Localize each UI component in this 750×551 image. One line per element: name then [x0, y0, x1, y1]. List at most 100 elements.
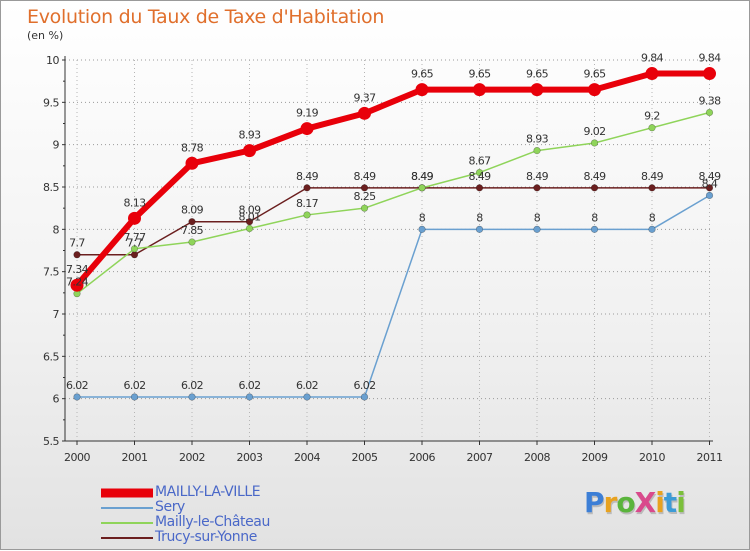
data-point: [130, 245, 139, 253]
y-tick-label: 5.5: [43, 435, 59, 448]
data-point: [188, 393, 196, 401]
x-tick-label: 2010: [639, 451, 665, 464]
y-tick-label: 6: [53, 393, 60, 406]
series-line-3: [77, 187, 710, 256]
data-label: 8.49: [641, 170, 664, 183]
data-label: 7.34: [66, 263, 89, 276]
chart-title: Evolution du Taux de Taxe d'Habitation: [27, 6, 385, 28]
data-point: [303, 393, 311, 401]
data-label: 8.49: [698, 170, 721, 183]
data-label: 8.78: [181, 141, 204, 154]
y-tick-label: 9.5: [43, 96, 59, 109]
data-point: [303, 184, 311, 192]
data-point: [415, 83, 429, 97]
data-point: [590, 225, 599, 233]
data-label: 8.4: [702, 177, 718, 190]
data-point: [648, 124, 656, 132]
data-label: 8.93: [238, 129, 261, 142]
data-label: 8: [476, 211, 483, 224]
data-point: [590, 139, 599, 147]
data-label: 7.7: [127, 237, 143, 250]
legend-swatch: [101, 506, 153, 509]
data-point: [73, 393, 81, 401]
legend-swatch: [101, 521, 153, 524]
y-tick-label: 10: [46, 54, 59, 67]
data-label: 9.65: [411, 68, 434, 81]
data-label: 9.84: [641, 52, 664, 65]
data-point: [185, 156, 199, 170]
data-label: 9.37: [353, 91, 376, 104]
x-tick-label: 2009: [582, 451, 608, 464]
logo-letter: i: [676, 486, 686, 519]
data-point: [475, 169, 484, 177]
data-point: [303, 211, 311, 219]
data-point: [243, 144, 256, 158]
data-point: [360, 393, 369, 401]
data-label: 8.09: [181, 204, 204, 217]
x-tick-label: 2001: [122, 451, 148, 464]
data-label: 8.09: [238, 204, 261, 217]
data-point: [648, 184, 656, 192]
data-point: [188, 218, 196, 226]
data-point: [703, 67, 716, 81]
data-point: [128, 211, 141, 225]
logo-letter: r: [603, 486, 618, 519]
data-point: [590, 184, 599, 192]
logo-letter: i: [655, 486, 665, 519]
data-label: 9.2: [644, 110, 660, 123]
data-point: [130, 251, 139, 259]
legend-label: Sery: [155, 499, 185, 515]
series-line-1: [77, 194, 710, 398]
y-tick-label: 8.5: [43, 181, 59, 194]
data-point: [360, 204, 369, 212]
x-tick-label: 2007: [467, 451, 493, 464]
data-label: 9.02: [583, 125, 605, 138]
data-label: 8.49: [468, 170, 491, 183]
legend-label: Trucy-sur-Yonne: [155, 529, 257, 545]
data-point: [73, 251, 81, 259]
data-label: 9.84: [698, 52, 721, 65]
y-tick-label: 6.5: [43, 350, 59, 363]
x-tick-label: 2008: [524, 451, 550, 464]
legend-swatch: [101, 536, 153, 539]
data-label: 9.19: [296, 107, 319, 120]
data-label: 7.77: [123, 231, 146, 244]
data-point: [705, 191, 714, 200]
data-point: [70, 278, 84, 292]
y-tick-label: 9: [53, 139, 60, 152]
x-tick-label: 2002: [179, 451, 205, 464]
data-label: 8.93: [526, 133, 549, 146]
series-line-2: [76, 111, 710, 295]
data-label: 7.85: [181, 224, 204, 237]
data-label: 9.65: [468, 68, 491, 81]
data-point: [360, 184, 369, 192]
x-tick-label: 2011: [697, 451, 723, 464]
data-point: [530, 83, 544, 97]
data-label: 7.7: [69, 237, 85, 250]
data-label: 6.02: [66, 379, 88, 392]
y-tick-label: 8: [53, 223, 60, 236]
y-tick-label: 7.5: [43, 266, 59, 279]
data-label: 8.25: [353, 190, 376, 203]
legend-swatch: [101, 488, 153, 497]
logo-letter: P: [584, 486, 605, 519]
data-label: 6.02: [296, 379, 318, 392]
data-point: [188, 238, 196, 246]
data-label: 8.17: [296, 197, 319, 210]
data-label: 8: [419, 211, 426, 224]
data-label: 8: [534, 211, 541, 224]
x-tick-label: 2000: [64, 451, 90, 464]
proxiti-logo: ProXiti: [584, 486, 686, 519]
data-label: 9.38: [698, 94, 721, 107]
x-tick-label: 2005: [352, 451, 378, 464]
data-point: [533, 225, 541, 233]
data-label: 7.24: [66, 276, 89, 289]
logo-letter: X: [634, 486, 657, 519]
data-label: 8.67: [468, 155, 491, 168]
data-point: [475, 225, 484, 233]
data-point: [245, 218, 254, 226]
data-label: 6.02: [123, 379, 145, 392]
data-point: [588, 83, 601, 97]
series-line-0: [74, 70, 710, 288]
legend-label: Mailly-le-Château: [155, 514, 270, 530]
